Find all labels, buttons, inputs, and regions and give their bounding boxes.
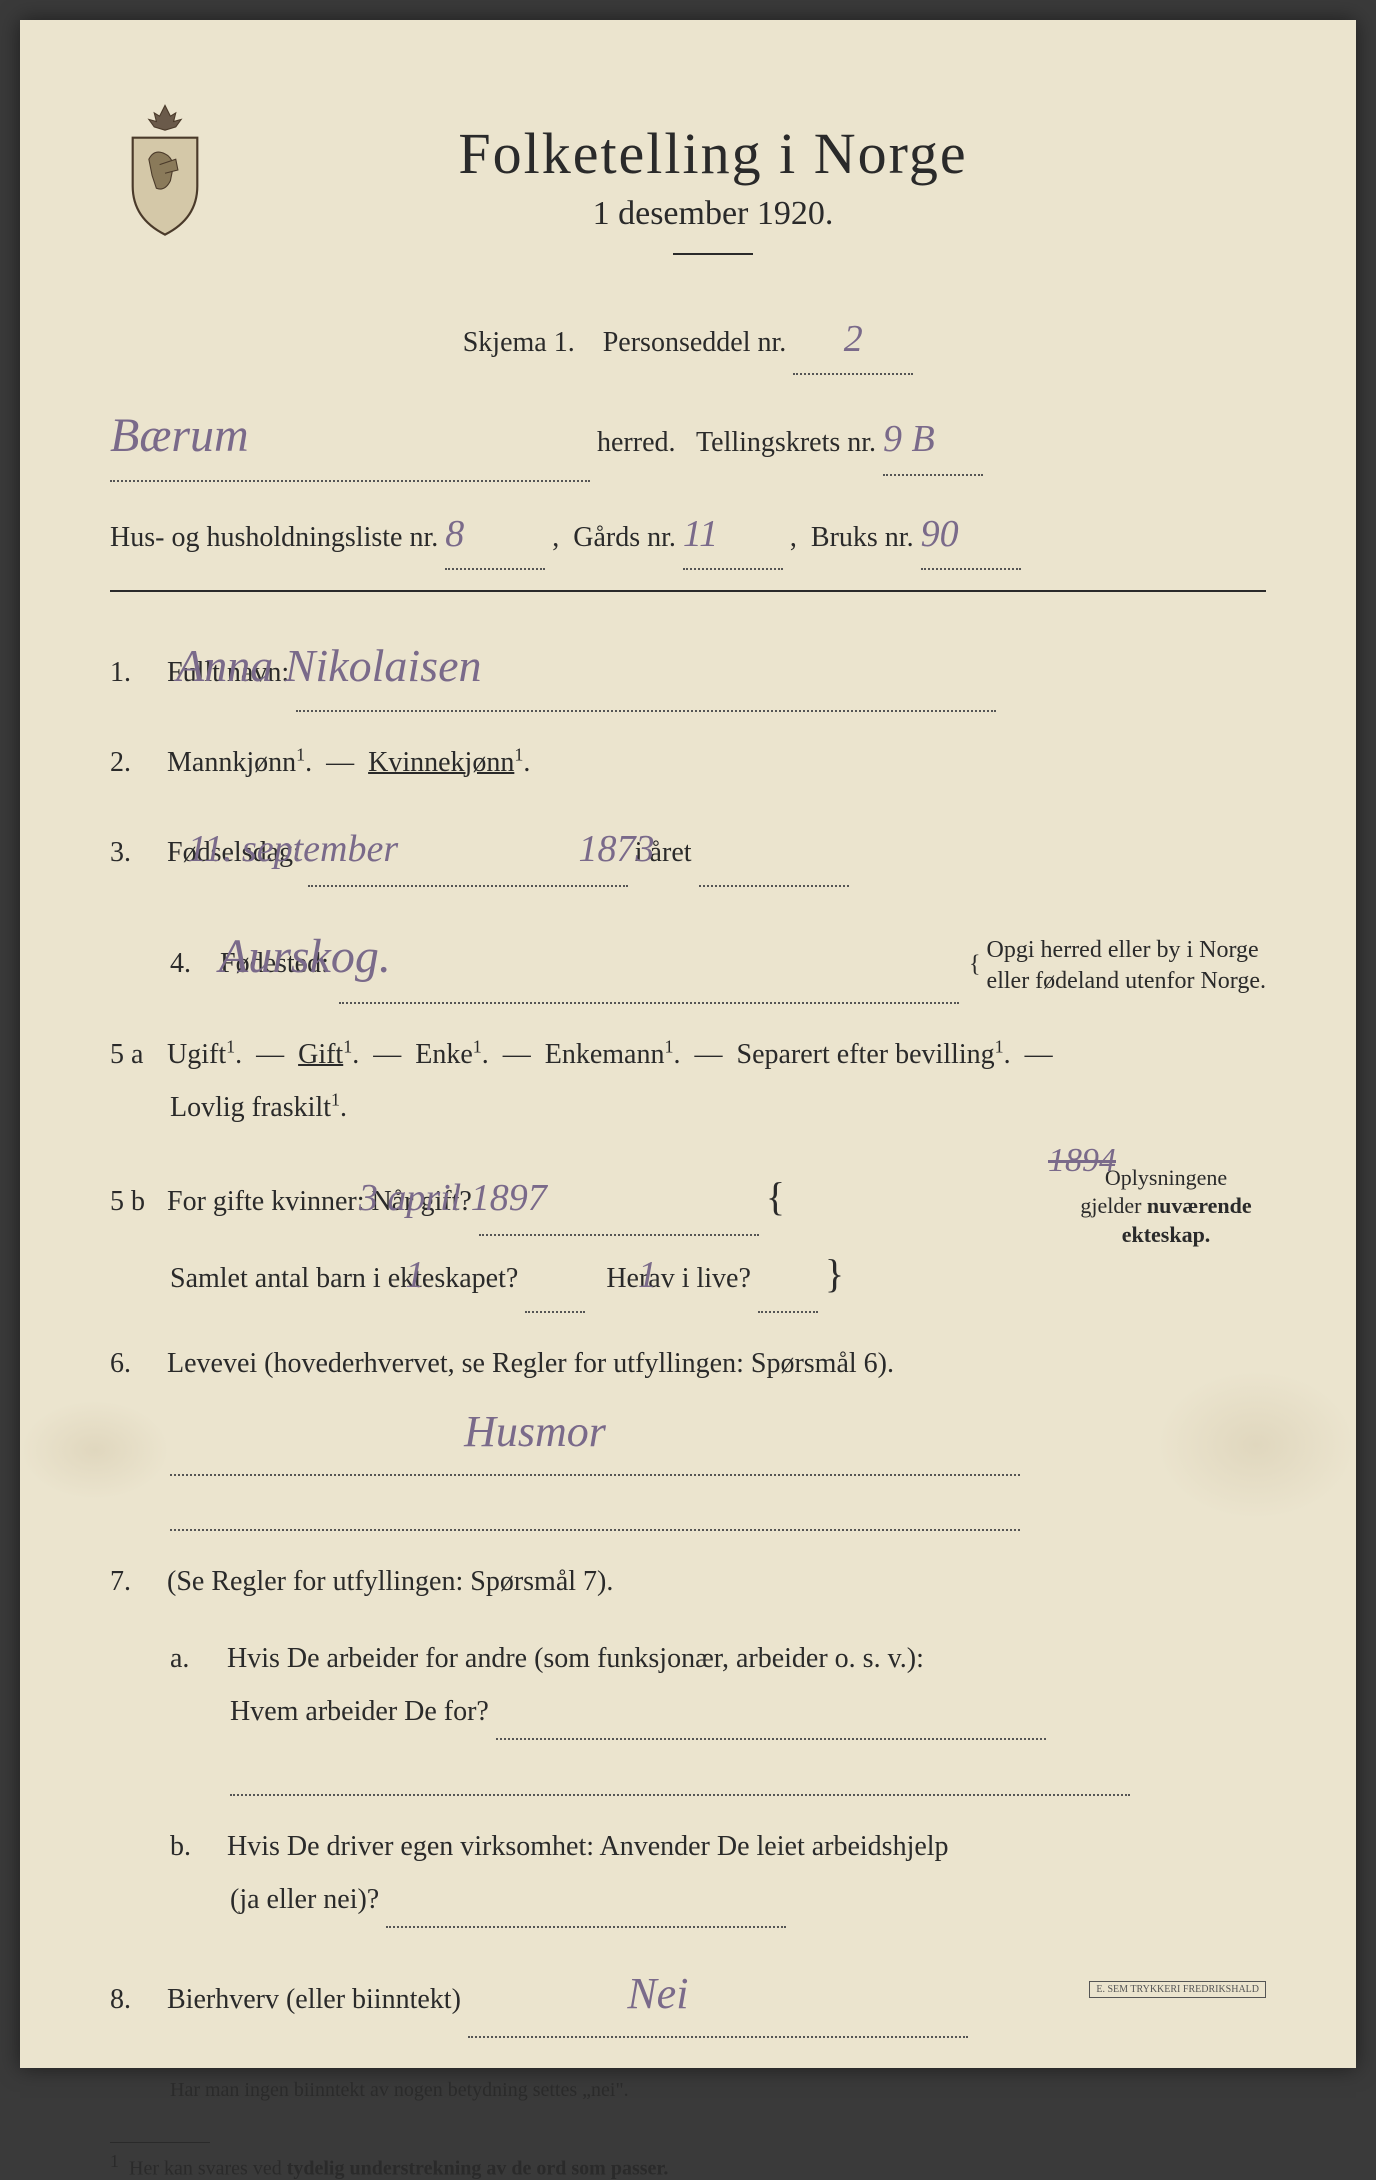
question-7a: a. Hvis De arbeider for andre (som funks… <box>110 1632 1266 1796</box>
q7a-text1: Hvis De arbeider for andre (som funksjon… <box>227 1643 924 1674</box>
q4-number: 4. <box>170 937 220 990</box>
q5b-label-barn: Samlet antal barn i ekteskapet? <box>170 1263 518 1294</box>
question-5b: 1894 5 b For gifte kvinner: Når gift? 3 … <box>110 1159 1266 1313</box>
q6-label: Levevei (hovederhvervet, se Regler for u… <box>167 1348 894 1379</box>
question-5a: 5 a Ugift1. — Gift1. — Enke1. — Enkemann… <box>110 1028 1266 1134</box>
question-1: 1. Fullt navn: Anna Nikolaisen <box>110 622 1266 711</box>
q5b-note-line1: Oplysningene <box>1105 1165 1227 1190</box>
tellingskrets-value: 9 B <box>883 405 935 473</box>
q5b-note: Oplysningene gjelder nuværende ekteskap. <box>1066 1164 1266 1250</box>
schema-label: Skjema 1. <box>463 327 575 358</box>
paper-stain <box>1156 1370 1356 1520</box>
q8-number: 8. <box>110 1973 160 2026</box>
q5a-opt-separert: Separert efter bevilling <box>737 1039 995 1070</box>
q7b-letter: b. <box>170 1820 220 1873</box>
schema-line: Skjema 1. Personseddel nr. 2 <box>110 305 1266 375</box>
husliste-label: Hus- og husholdningsliste nr. <box>110 522 438 553</box>
bruks-value: 90 <box>921 500 959 568</box>
subtitle: 1 desember 1920. <box>260 195 1166 233</box>
question-3: 3. Fødselsdag: 11. september i året 1873 <box>110 813 1266 887</box>
q6-number: 6. <box>110 1337 160 1390</box>
q3-year-value: 1873 <box>639 813 655 885</box>
main-title: Folketelling i Norge <box>260 120 1166 187</box>
coat-of-arms-icon <box>110 100 220 240</box>
herred-line: Bærum herred. Tellingskrets nr. 9 B <box>110 393 1266 481</box>
bottom-note-text: Har man ingen biinntekt av nogen betydni… <box>170 2079 629 2101</box>
question-7b: b. Hvis De driver egen virksomhet: Anven… <box>110 1820 1266 1928</box>
paper-stain <box>20 1400 170 1500</box>
q7a-letter: a. <box>170 1632 220 1685</box>
husliste-value: 8 <box>445 500 464 568</box>
q7a-text2: Hvem arbeider De for? <box>230 1696 489 1727</box>
q1-value: Anna Nikolaisen <box>236 622 481 709</box>
census-form-document: Folketelling i Norge 1 desember 1920. Sk… <box>20 20 1356 2068</box>
title-block: Folketelling i Norge 1 desember 1920. <box>260 120 1166 285</box>
bottom-note: Har man ingen biinntekt av nogen betydni… <box>170 2068 1206 2102</box>
q2-option-male: Mannkjønn <box>167 747 296 778</box>
q7b-text2: (ja eller nei)? <box>230 1884 379 1915</box>
q5a-number: 5 a <box>110 1028 160 1081</box>
document-header: Folketelling i Norge 1 desember 1920. <box>110 120 1266 285</box>
q6-value: Husmor <box>524 1390 606 1474</box>
footnote-divider <box>110 2142 210 2143</box>
personseddel-value: 2 <box>844 305 863 373</box>
q5a-opt-fraskilt: Lovlig fraskilt <box>170 1092 331 1123</box>
q3-number: 3. <box>110 826 160 879</box>
gards-value: 11 <box>683 500 718 568</box>
question-4: 4. Fødested: Aurskog. { Opgi herred elle… <box>110 911 1266 1004</box>
footnote-text-content: Her kan svares ved tydelig understreknin… <box>129 2157 668 2179</box>
husliste-line: Hus- og husholdningsliste nr. 8 , Gårds … <box>110 500 1266 570</box>
q5b-label-live: Herav i live? <box>606 1263 751 1294</box>
question-7: 7. (Se Regler for utfyllingen: Spørsmål … <box>110 1555 1266 1608</box>
q5a-opt-ugift: Ugift <box>167 1039 226 1070</box>
q1-number: 1. <box>110 646 160 699</box>
q5a-opt-enke: Enke <box>415 1039 473 1070</box>
q8-label: Bierhverv (eller biinntekt) <box>167 1984 461 2015</box>
question-2: 2. Mannkjønn1. — Kvinnekjønn1. <box>110 736 1266 789</box>
q7b-text1: Hvis De driver egen virksomhet: Anvender… <box>227 1831 949 1862</box>
q5b-number: 5 b <box>110 1175 160 1228</box>
title-divider <box>673 253 753 255</box>
q7-label: (Se Regler for utfyllingen: Spørsmål 7). <box>167 1566 613 1597</box>
herred-value: Bærum <box>110 393 249 479</box>
q4-value: Aurskog. <box>279 911 391 1002</box>
personseddel-label: Personseddel nr. <box>603 327 787 358</box>
printer-stamp: E. SEM TRYKKERI FREDRIKSHALD <box>1089 1981 1266 1998</box>
q4-note: { Opgi herred eller by i Norge eller fød… <box>969 935 1266 997</box>
footnote: 1 Her kan svares ved tydelig understrekn… <box>110 2151 1266 2180</box>
q3-day-value: 11. september <box>248 813 404 885</box>
q2-number: 2. <box>110 736 160 789</box>
q5b-note-line3: ekteskap. <box>1122 1222 1211 1247</box>
q5a-opt-enkemann: Enkemann <box>545 1039 665 1070</box>
q5b-note-line2: gjelder nuværende <box>1080 1193 1251 1218</box>
q2-option-female: Kvinnekjønn <box>368 747 514 778</box>
gards-label: Gårds nr. <box>573 522 676 553</box>
q5a-opt-gift: Gift <box>298 1039 343 1070</box>
tellingskrets-label: Tellingskrets nr. <box>696 427 876 458</box>
q7-number: 7. <box>110 1555 160 1608</box>
q8-value: Nei <box>687 1952 688 2036</box>
q4-note-line1: Opgi herred eller by i Norge <box>987 937 1259 963</box>
q4-note-line2: eller fødeland utenfor Norge. <box>987 968 1266 994</box>
footnote-number: 1 <box>110 2151 119 2171</box>
q5b-gift-value: 3 april 1897 <box>419 1162 547 1234</box>
herred-label: herred. <box>597 427 676 458</box>
header-divider <box>110 590 1266 592</box>
bruks-label: Bruks nr. <box>811 522 914 553</box>
question-6: 6. Levevei (hovederhvervet, se Regler fo… <box>110 1337 1266 1531</box>
